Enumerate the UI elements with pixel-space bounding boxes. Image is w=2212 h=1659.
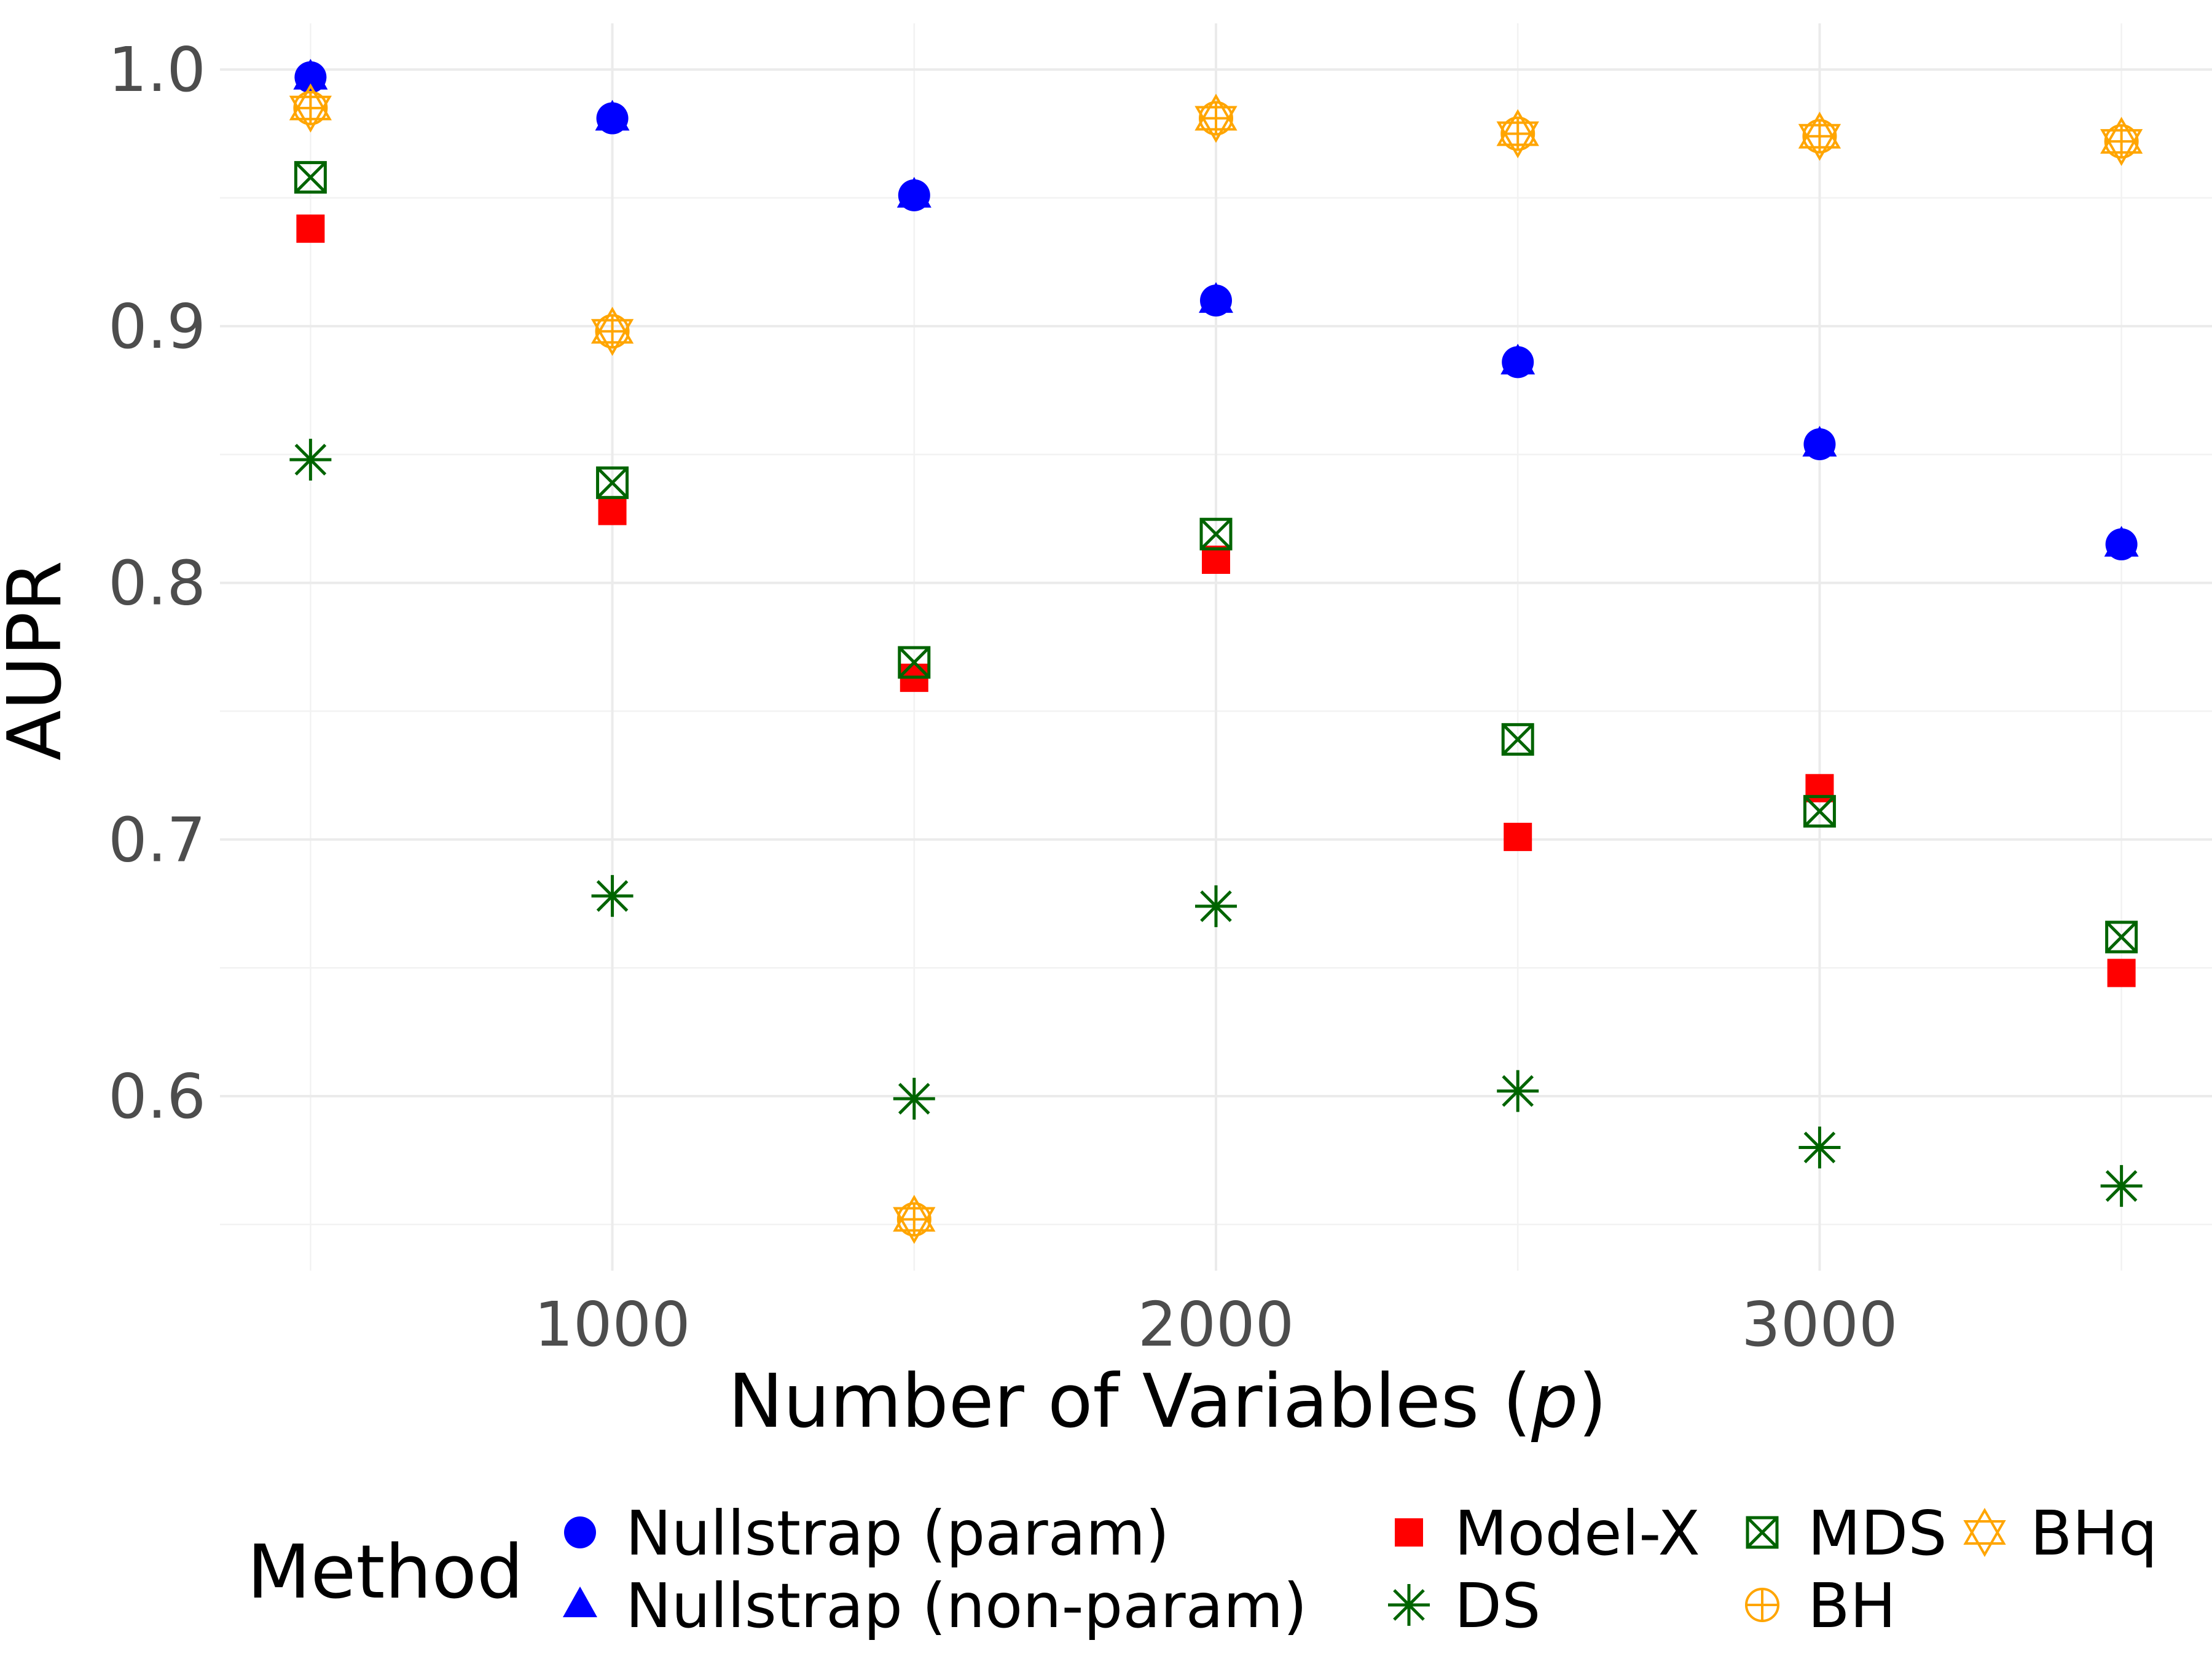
- point-nullstrap-non-param: [595, 100, 630, 131]
- x-axis-title-variable: p: [1531, 1359, 1578, 1445]
- y-tick-label: 0.8: [108, 547, 206, 619]
- legend-label-nullstrap-non-param: Nullstrap (non-param): [626, 1570, 1307, 1642]
- y-tick-label: 0.9: [108, 291, 206, 363]
- point-ds: [591, 875, 633, 917]
- y-tick-label: 0.7: [108, 804, 206, 876]
- point-nullstrap-non-param: [1500, 343, 1535, 375]
- x-tick-labels: 1000 2000 3000: [534, 1288, 1897, 1360]
- legend-label-nullstrap-param: Nullstrap (param): [626, 1497, 1169, 1569]
- point-model-x: [1504, 823, 1532, 852]
- legend-label-bhq: BHq: [2030, 1497, 2157, 1569]
- point-mds: [294, 161, 327, 194]
- legend-key-nullstrap-param: [564, 1516, 596, 1548]
- point-model-x: [1805, 774, 1834, 802]
- point-bhq: [893, 1194, 936, 1244]
- point-mds: [1803, 794, 1836, 828]
- legend-key-bh: [1745, 1588, 1779, 1622]
- point-nullstrap-non-param: [293, 58, 328, 90]
- x-axis-title: Number of Variables (p): [728, 1359, 1607, 1445]
- legend-label-mds: MDS: [1808, 1497, 1947, 1569]
- data-points: [289, 58, 2143, 1244]
- point-ds: [2100, 1165, 2143, 1207]
- legend-item-mds: MDS: [1746, 1497, 1947, 1569]
- point-ds: [1195, 885, 1237, 927]
- point-nullstrap-non-param: [2104, 525, 2139, 557]
- point-ds: [1497, 1070, 1539, 1112]
- legend-item-bhq: BHq: [1963, 1497, 2157, 1569]
- y-tick-label: 1.0: [108, 34, 206, 106]
- point-ds: [893, 1078, 935, 1120]
- x-axis-title-prefix: Number of Variables (: [728, 1359, 1531, 1445]
- y-tick-labels: 0.6 0.7 0.8 0.9 1.0: [108, 34, 206, 1132]
- legend-key-bhq: [1963, 1508, 2006, 1557]
- y-axis-title: AUPR: [0, 560, 78, 761]
- legend-key-ds: [1388, 1584, 1430, 1626]
- legend-item-model-x: Model-X: [1395, 1497, 1700, 1569]
- legend-item-ds: DS: [1388, 1570, 1540, 1642]
- point-bhq: [2100, 117, 2143, 167]
- point-mds: [898, 646, 931, 679]
- y-tick-label: 0.6: [108, 1061, 206, 1132]
- point-nullstrap-non-param: [1199, 282, 1233, 313]
- point-mds: [2105, 920, 2138, 954]
- point-ds: [289, 439, 332, 481]
- legend: Method Nullstrap (param)Nullstrap (non-p…: [247, 1497, 2157, 1642]
- legend-label-bh: BH: [1808, 1570, 1896, 1642]
- point-bhq: [289, 83, 332, 133]
- point-bhq: [1194, 93, 1237, 143]
- point-model-x: [598, 496, 627, 525]
- legend-item-nullstrap-non-param: Nullstrap (non-param): [563, 1570, 1307, 1642]
- point-mds: [596, 466, 629, 500]
- legend-key-model-x: [1395, 1518, 1423, 1547]
- point-bhq: [590, 307, 634, 356]
- point-nullstrap-non-param: [896, 176, 931, 208]
- x-tick-label: 3000: [1741, 1288, 1898, 1360]
- point-bhq: [1798, 111, 1841, 161]
- point-ds: [1798, 1126, 1841, 1169]
- point-mds: [1501, 723, 1534, 756]
- legend-title: Method: [247, 1530, 524, 1615]
- legend-key-mds: [1746, 1516, 1779, 1549]
- point-model-x: [2107, 959, 2136, 987]
- legend-label-model-x: Model-X: [1454, 1497, 1700, 1569]
- legend-label-ds: DS: [1454, 1570, 1540, 1642]
- legend-item-nullstrap-param: Nullstrap (param): [564, 1497, 1169, 1569]
- point-bhq: [1496, 109, 1539, 159]
- point-model-x: [296, 214, 325, 243]
- x-tick-label: 2000: [1138, 1288, 1295, 1360]
- point-nullstrap-non-param: [1802, 426, 1837, 457]
- point-mds: [1199, 517, 1233, 551]
- grid: [220, 23, 2212, 1271]
- legend-item-bh: BH: [1745, 1570, 1896, 1642]
- x-tick-label: 1000: [534, 1288, 691, 1360]
- legend-key-nullstrap-non-param: [563, 1586, 597, 1617]
- x-axis-title-suffix: ): [1578, 1359, 1607, 1445]
